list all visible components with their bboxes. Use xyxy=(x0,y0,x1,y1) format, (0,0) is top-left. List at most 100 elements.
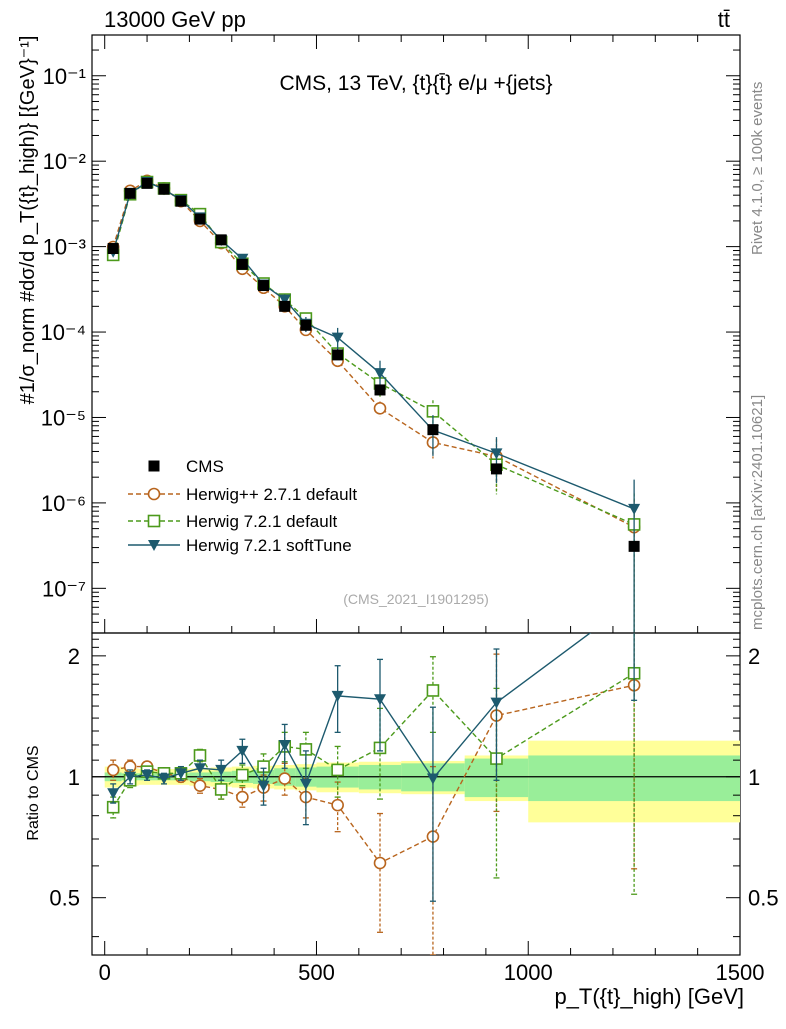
ratio-point xyxy=(106,763,120,777)
ratio-tick-label-right: 0.5 xyxy=(748,886,779,911)
y-tick-label: 10⁻⁵ xyxy=(41,405,86,430)
ratio-point xyxy=(107,788,120,800)
x-tick-label: 500 xyxy=(298,960,335,985)
ratio-line xyxy=(112,633,592,794)
data-point xyxy=(331,332,344,344)
ratio-tick-label-right: 2 xyxy=(748,644,760,669)
y-tick-label: 10⁻² xyxy=(43,149,86,174)
legend: CMS Herwig++ 2.7.1 default Herwig 7.2.1 … xyxy=(128,457,357,555)
ratio-tick-label: 1 xyxy=(68,765,80,790)
header-right-label: tt̄ xyxy=(718,7,730,32)
ratio-line xyxy=(113,684,635,864)
chart-title: CMS, 13 TeV, {t}{t̄} e/μ +{jets} xyxy=(279,72,552,95)
ratio-point xyxy=(426,684,440,697)
legend-label-herwig7-softtune: Herwig 7.2.1 softTune xyxy=(186,536,352,555)
x-tick-label: 1000 xyxy=(504,960,553,985)
data-point xyxy=(278,294,291,306)
x-tick-label: 1500 xyxy=(716,960,765,985)
ratio-point xyxy=(257,780,270,792)
ratio-point xyxy=(236,768,249,782)
x-tick-label: 0 xyxy=(99,960,111,985)
series-line xyxy=(112,181,635,510)
data-point xyxy=(258,280,270,292)
ratio-point xyxy=(426,773,439,785)
series-layer xyxy=(106,174,641,955)
ratio-point xyxy=(215,764,228,776)
y-tick-label: 10⁻⁷ xyxy=(42,576,86,601)
ratio-point xyxy=(278,739,291,751)
data-point xyxy=(628,540,640,552)
data-point xyxy=(300,319,312,331)
ratio-point xyxy=(331,690,344,702)
ratio-point xyxy=(299,778,312,790)
legend-label-herwigpp: Herwig++ 2.7.1 default xyxy=(186,485,357,504)
x-tick-labels: 0 500 1000 1500 xyxy=(99,960,765,985)
ratio-point xyxy=(194,763,206,775)
ratio-point xyxy=(193,779,207,793)
y-tick-label: 10⁻⁶ xyxy=(41,491,86,516)
data-point xyxy=(374,384,386,396)
rivet-label: Rivet 4.1.0, ≥ 100k events xyxy=(749,82,766,255)
main-axis-ticks xyxy=(92,35,741,634)
ratio-point xyxy=(490,697,503,709)
ratio-axis-ticks xyxy=(92,638,741,955)
ratio-series-3 xyxy=(107,633,638,902)
data-point xyxy=(236,258,248,270)
series-3 xyxy=(107,177,641,633)
mcplots-label: mcplots.cern.ch [arXiv:2401.10621] xyxy=(749,395,766,630)
data-point xyxy=(279,300,291,312)
y-tick-label: 10⁻⁴ xyxy=(40,320,86,345)
legend-marker xyxy=(147,514,161,528)
ratio-point xyxy=(174,768,187,780)
ratio-point xyxy=(124,771,137,783)
series-0 xyxy=(107,177,640,552)
data-point xyxy=(107,243,119,255)
ratio-point xyxy=(278,772,292,785)
data-point xyxy=(124,187,136,199)
ratio-axis-title: Ratio to CMS xyxy=(25,745,42,840)
legend-label-cms: CMS xyxy=(186,457,224,476)
data-point xyxy=(373,402,387,415)
ratio-point xyxy=(141,770,154,782)
ratio-tick-label: 2 xyxy=(68,644,80,669)
ratio-point xyxy=(331,763,344,777)
ratio-series-2 xyxy=(106,633,641,895)
ratio-tick-label: 0.5 xyxy=(49,886,80,911)
series-1 xyxy=(106,174,641,633)
data-point xyxy=(332,349,344,361)
analysis-id: (CMS_2021_I1901295) xyxy=(343,591,489,607)
legend-marker xyxy=(148,460,160,472)
data-point xyxy=(194,213,206,225)
ratio-tick-label-right: 1 xyxy=(748,765,760,790)
data-point xyxy=(175,195,187,207)
y-tick-label: 10⁻¹ xyxy=(43,64,86,89)
x-axis-title: p_T({t}_high) [GeV] xyxy=(554,984,744,1009)
ratio-point xyxy=(158,773,170,785)
main-y-tick-labels: 10⁻⁷ 10⁻⁶ 10⁻⁵ 10⁻⁴ 10⁻³ 10⁻² 10⁻¹ xyxy=(40,64,86,602)
data-point xyxy=(158,183,170,195)
series-2 xyxy=(106,175,641,633)
ratio-point xyxy=(236,790,249,804)
data-point xyxy=(490,448,503,460)
legend-marker xyxy=(148,540,160,551)
ratio-point xyxy=(374,694,386,706)
data-point xyxy=(427,424,439,436)
data-point xyxy=(374,368,386,380)
header-left-label: 13000 GeV pp xyxy=(104,7,246,32)
ratio-point xyxy=(236,745,249,757)
legend-label-herwig7-default: Herwig 7.2.1 default xyxy=(186,512,337,531)
data-point xyxy=(628,503,641,515)
ratio-line xyxy=(112,672,635,808)
y-axis-title: #1/σ_norm #dσ/d p_T({t}_high)} [{GeV}⁻¹] xyxy=(17,36,39,405)
ratio-point xyxy=(331,798,344,812)
data-point xyxy=(490,463,502,475)
ratio-point xyxy=(214,783,228,796)
y-tick-label: 10⁻³ xyxy=(43,235,86,260)
legend-marker xyxy=(147,487,161,501)
ratio-point xyxy=(193,749,207,762)
ratio-y-tick-labels: 0.5 1 2 0.5 1 2 xyxy=(49,644,778,911)
data-point xyxy=(215,234,227,246)
data-point xyxy=(141,177,153,189)
